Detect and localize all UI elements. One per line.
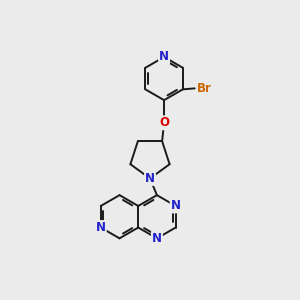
Text: O: O [159,116,169,129]
Text: Br: Br [196,82,211,95]
Text: N: N [96,221,106,234]
Text: N: N [171,200,181,212]
Text: N: N [152,232,162,245]
Text: N: N [145,172,155,185]
Text: N: N [159,50,169,64]
